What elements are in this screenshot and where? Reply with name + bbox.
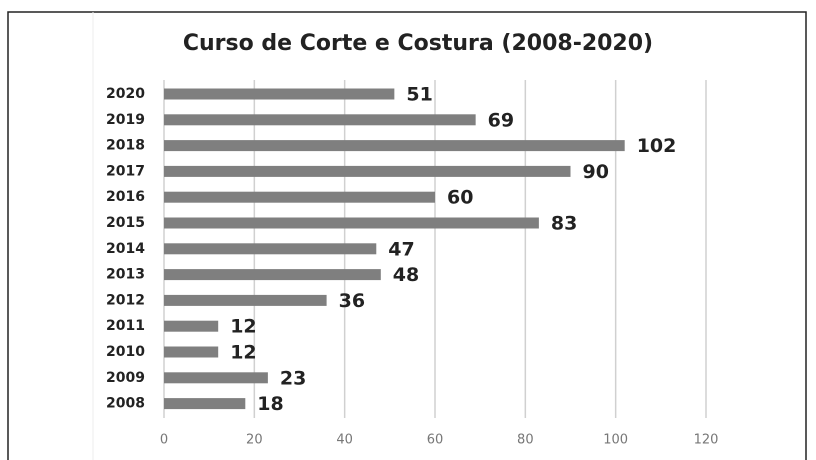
- bar: [164, 294, 327, 306]
- frame: [7, 11, 807, 460]
- y-tick-label: 2019: [106, 112, 145, 128]
- value-label: 69: [488, 109, 514, 131]
- y-tick-label: 2013: [106, 267, 145, 283]
- bar: [164, 88, 395, 100]
- y-tick-label: 2012: [106, 292, 145, 308]
- y-tick-label: 2020: [106, 86, 145, 102]
- x-tick-label: 60: [427, 433, 444, 448]
- y-tick-label: 2010: [106, 344, 145, 360]
- bar: [164, 320, 219, 332]
- value-label: 23: [280, 367, 306, 389]
- y-tick-label: 2008: [106, 396, 145, 412]
- x-tick-label: 100: [603, 433, 628, 448]
- bar: [164, 269, 381, 281]
- value-label: 36: [339, 290, 365, 312]
- y-tick-label: 2015: [106, 215, 145, 231]
- y-tick-label: 2018: [106, 138, 145, 154]
- bar: [164, 140, 625, 152]
- value-label: 102: [637, 135, 677, 157]
- value-label: 12: [230, 342, 256, 364]
- y-tick-label: 2017: [106, 163, 145, 179]
- value-label: 47: [388, 238, 414, 260]
- value-label: 90: [583, 161, 609, 183]
- x-tick-label: 20: [246, 433, 263, 448]
- y-tick-label: 2009: [106, 370, 145, 386]
- bar: [164, 191, 435, 203]
- value-label: 12: [230, 316, 256, 338]
- x-tick-label: 40: [336, 433, 353, 448]
- x-tick-label: 120: [694, 433, 719, 448]
- bar: [164, 346, 219, 358]
- y-tick-label: 2011: [106, 318, 145, 334]
- bar: [164, 114, 476, 126]
- x-tick-label: 0: [160, 433, 168, 448]
- bar: [164, 398, 246, 410]
- value-label: 83: [551, 213, 577, 235]
- bar: [164, 165, 571, 177]
- y-tick-label: 2014: [106, 241, 145, 257]
- x-tick-label: 80: [517, 433, 534, 448]
- value-label: 18: [257, 393, 283, 415]
- bar: [164, 217, 539, 229]
- bar: [164, 372, 268, 384]
- value-label: 48: [393, 264, 419, 286]
- y-tick-label: 2016: [106, 189, 145, 205]
- value-label: 60: [447, 187, 473, 209]
- value-label: 51: [406, 84, 432, 106]
- bar: [164, 243, 377, 255]
- chart-title: Curso de Corte e Costura (2008-2020): [183, 31, 653, 56]
